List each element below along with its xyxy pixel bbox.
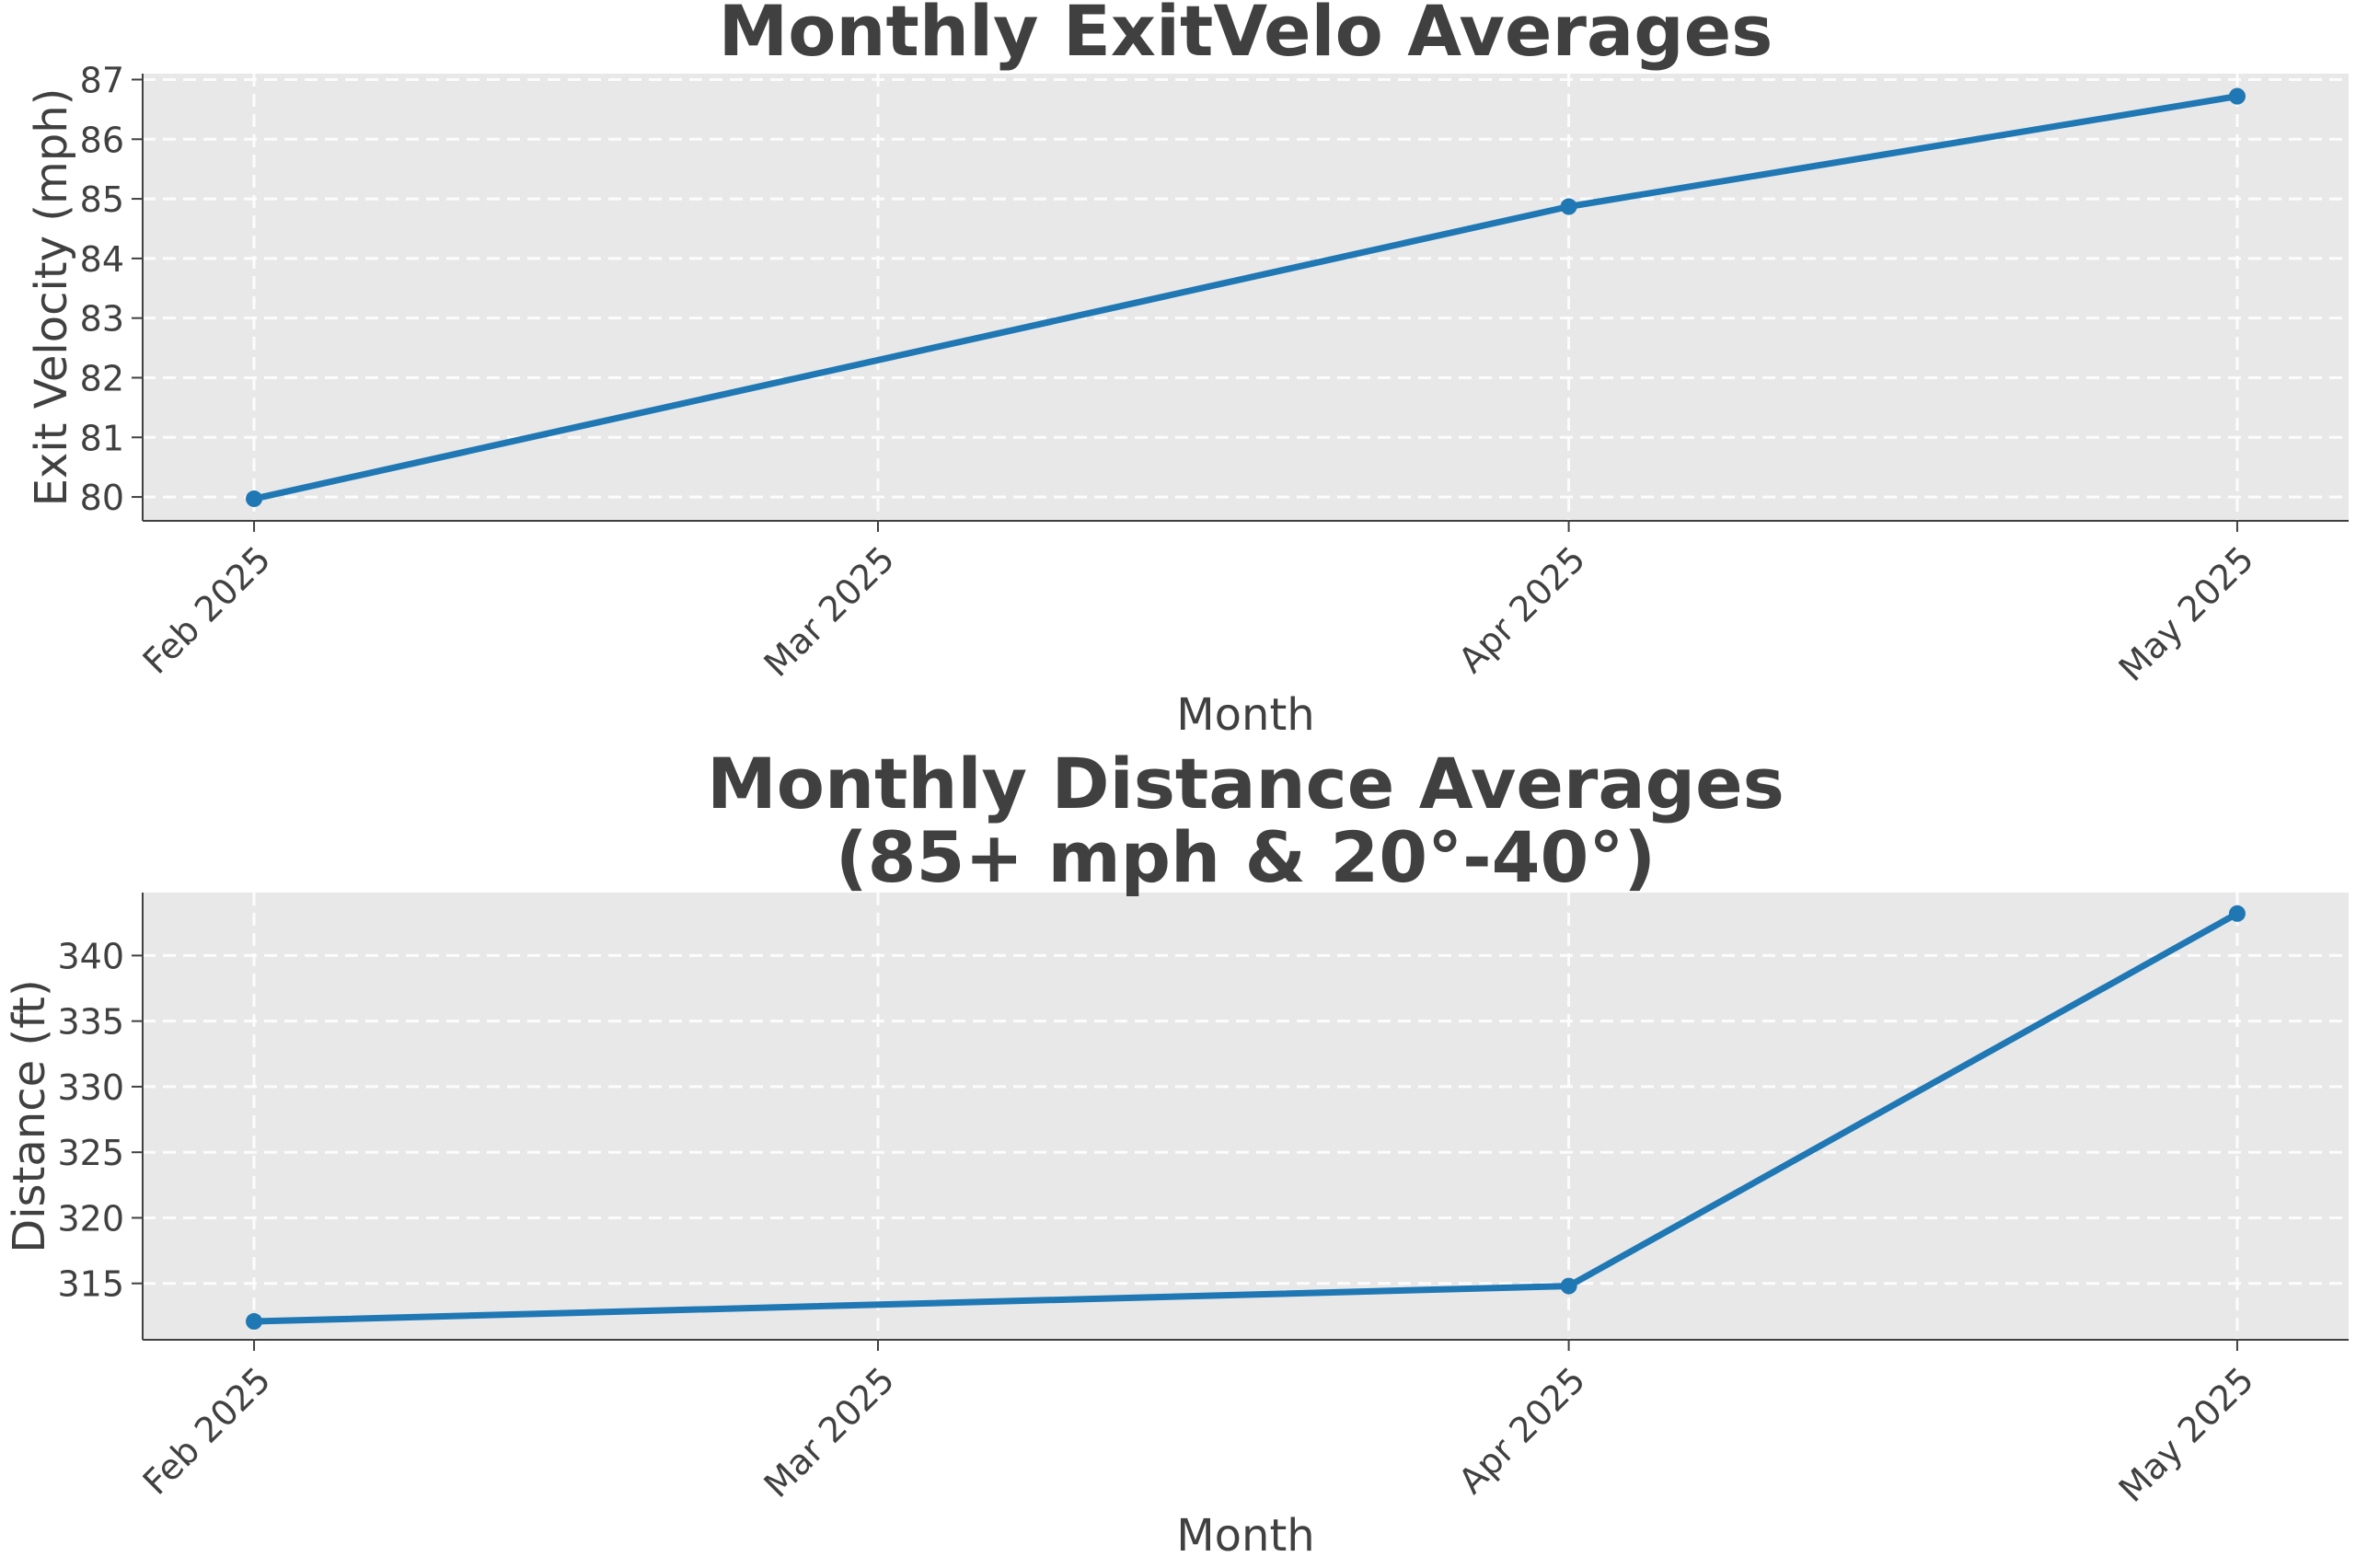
y-tick-label: 335	[57, 1002, 124, 1043]
data-point	[1560, 1277, 1577, 1295]
plot-area	[143, 893, 2349, 1340]
y-tick-label: 330	[57, 1067, 124, 1108]
y-tick-label: 83	[80, 299, 124, 340]
data-point	[2228, 87, 2246, 105]
y-tick-label: 84	[80, 239, 124, 280]
y-tick-label: 320	[57, 1198, 124, 1239]
x-tick-label: Apr 2025	[1450, 1359, 1593, 1502]
chart-title: Monthly Distance Averages	[707, 743, 1784, 824]
y-tick-label: 315	[57, 1264, 124, 1305]
y-tick-label: 85	[80, 179, 124, 220]
x-tick-label: May 2025	[2111, 538, 2262, 689]
x-tick-label: Mar 2025	[756, 538, 903, 685]
x-tick-label: May 2025	[2111, 1359, 2262, 1510]
data-point	[246, 1313, 263, 1331]
y-tick-label: 82	[80, 358, 124, 398]
exit-velocity-chart: 80 81 82 83 84 85 86 87 Feb 2025 Mar 2025 Apr 2025…	[26, 0, 2349, 741]
y-tick-label: 80	[80, 478, 124, 518]
y-tick-label: 86	[80, 120, 124, 160]
y-axis-label: Distance (ft)	[4, 979, 55, 1252]
data-point	[2228, 905, 2246, 922]
x-axis-label: Month	[1176, 1510, 1314, 1562]
y-tick-label: 87	[80, 60, 124, 100]
data-point	[1560, 198, 1577, 215]
y-tick-label: 81	[80, 418, 124, 458]
plot-area	[143, 74, 2349, 521]
x-axis-label: Month	[1176, 689, 1314, 741]
data-point	[246, 490, 263, 508]
x-tick-label: Apr 2025	[1450, 538, 1593, 681]
x-tick-label: Feb 2025	[135, 538, 279, 682]
x-tick-label: Feb 2025	[135, 1359, 279, 1503]
chart-subtitle: (85+ mph & 20°-40°)	[836, 816, 1656, 898]
x-tick-label: Mar 2025	[756, 1359, 903, 1505]
distance-chart: 315 320 325 330 335 340 Feb 2025 Mar 2025 Apr 20…	[4, 743, 2349, 1562]
y-tick-label: 340	[57, 936, 124, 976]
chart-title: Monthly ExitVelo Averages	[719, 0, 1773, 72]
y-tick-label: 325	[57, 1133, 124, 1173]
y-axis-label: Exit Velocity (mph)	[26, 88, 77, 507]
